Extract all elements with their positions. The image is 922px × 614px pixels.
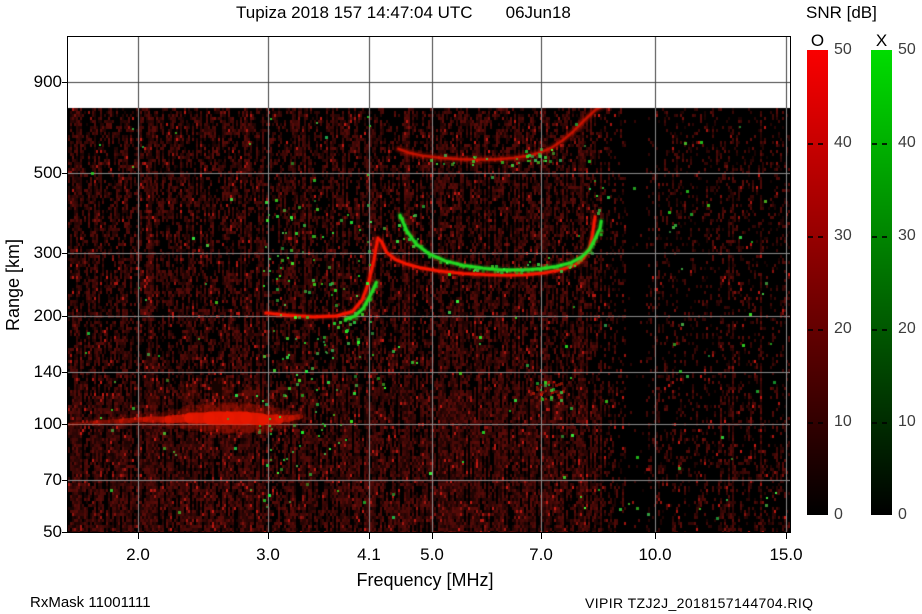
colorbar-tick-label-O-10: 10 xyxy=(834,413,852,430)
colorbar-tick-label-O-50: 50 xyxy=(834,41,852,58)
y-tick-mark xyxy=(62,424,68,425)
colorbar-gradient-X xyxy=(871,50,892,515)
colorbar-tick-label-O-30: 30 xyxy=(834,227,852,244)
page-title: Tupiza 2018 157 14:47:04 UTC 06Jun18 xyxy=(236,3,571,22)
y-tick-label-300: 300 xyxy=(33,243,62,262)
y-tick-label-70: 70 xyxy=(43,470,62,489)
ionogram-plot xyxy=(68,37,790,532)
colorbar-tick-label-O-20: 20 xyxy=(834,320,852,337)
rxmask-label: RxMask 11001111 xyxy=(30,594,151,611)
y-tick-mark xyxy=(62,372,68,373)
x-tick-label-7.0: 7.0 xyxy=(529,545,553,564)
colorbar-tick-dash xyxy=(818,143,823,145)
x-tick-label-10.0: 10.0 xyxy=(638,545,672,564)
colorbar-tick-label-X-0: 0 xyxy=(898,506,907,523)
colorbar-tick-dash xyxy=(872,143,877,145)
colorbar-tick-dash xyxy=(882,329,887,331)
colorbar-tick-label-X-30: 30 xyxy=(898,227,916,244)
colorbar-tick-dash xyxy=(818,236,823,238)
colorbar-tick-dash xyxy=(872,422,877,424)
y-axis-title: Range [km] xyxy=(3,238,23,332)
colorbar-tick-dash xyxy=(808,143,813,145)
x-tick-mark xyxy=(138,533,139,539)
colorbar-gradient-O xyxy=(807,50,828,515)
y-tick-label-900: 900 xyxy=(33,72,62,91)
y-tick-mark xyxy=(62,253,68,254)
x-tick-mark xyxy=(369,533,370,539)
y-tick-mark xyxy=(62,532,68,533)
colorbar-tick-dash xyxy=(818,329,823,331)
x-tick-label-4.1: 4.1 xyxy=(357,545,381,564)
colorbar-tick-label-O-40: 40 xyxy=(834,134,852,151)
colorbar-label-X: X xyxy=(875,31,888,50)
x-tick-mark xyxy=(655,533,656,539)
colorbar-title: SNR [dB] xyxy=(806,3,877,22)
x-tick-mark xyxy=(268,533,269,539)
x-axis-title: Frequency [MHz] xyxy=(356,570,494,590)
x-tick-label-15.0: 15.0 xyxy=(769,545,803,564)
y-tick-label-140: 140 xyxy=(33,362,62,381)
y-tick-mark xyxy=(62,82,68,83)
x-tick-mark xyxy=(541,533,542,539)
colorbar-tick-dash xyxy=(882,236,887,238)
y-tick-label-500: 500 xyxy=(33,163,62,182)
colorbar-tick-dash xyxy=(808,236,813,238)
colorbar-tick-dash xyxy=(882,143,887,145)
x-tick-label-3.0: 3.0 xyxy=(256,545,280,564)
y-tick-mark xyxy=(62,480,68,481)
colorbar-tick-dash xyxy=(882,422,887,424)
colorbar-tick-dash xyxy=(808,329,813,331)
y-tick-mark xyxy=(62,316,68,317)
colorbar-tick-label-X-50: 50 xyxy=(898,41,916,58)
colorbar-tick-label-O-0: 0 xyxy=(834,506,843,523)
plot-frame xyxy=(67,36,791,533)
colorbar-label-O: O xyxy=(810,31,825,50)
colorbar-tick-label-X-40: 40 xyxy=(898,134,916,151)
colorbar-tick-label-X-10: 10 xyxy=(898,413,916,430)
x-tick-mark xyxy=(432,533,433,539)
x-tick-label-5.0: 5.0 xyxy=(420,545,444,564)
filename-label: VIPIR TZJ2J_2018157144704.RIQ xyxy=(585,595,814,611)
x-tick-mark xyxy=(786,533,787,539)
colorbar-tick-dash xyxy=(818,422,823,424)
y-tick-label-50: 50 xyxy=(43,522,62,541)
colorbar-tick-dash xyxy=(808,422,813,424)
y-tick-label-100: 100 xyxy=(33,414,62,433)
colorbar-tick-label-X-20: 20 xyxy=(898,320,916,337)
colorbar-tick-dash xyxy=(872,329,877,331)
y-tick-label-200: 200 xyxy=(33,306,62,325)
x-tick-label-2.0: 2.0 xyxy=(126,545,150,564)
colorbar-tick-dash xyxy=(872,236,877,238)
y-tick-mark xyxy=(62,173,68,174)
